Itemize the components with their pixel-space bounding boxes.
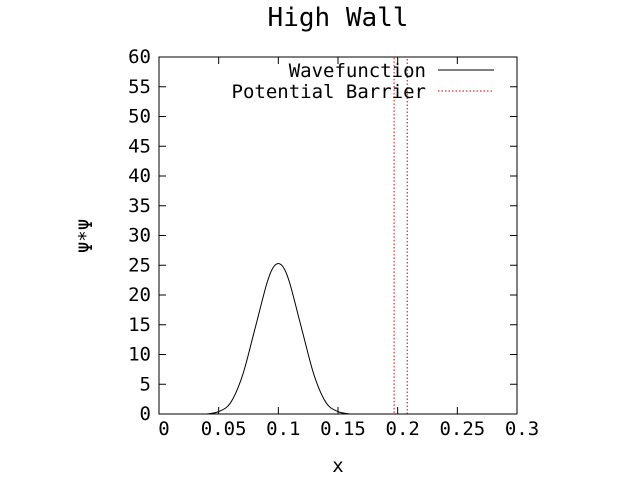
- y-tick-label: 10: [128, 344, 151, 366]
- plot-area: [206, 56, 410, 415]
- y-tick-label: 50: [128, 106, 151, 128]
- y-tick-label: 5: [140, 373, 151, 395]
- legend-label: Potential Barrier: [232, 81, 426, 103]
- x-tick-label: 0.2: [386, 418, 420, 440]
- x-tick-label: 0.05: [201, 418, 247, 440]
- y-tick-label: 55: [128, 76, 151, 98]
- y-tick-label: 25: [128, 254, 151, 276]
- y-tick-label: 0: [140, 403, 151, 425]
- y-tick-label: 60: [128, 46, 151, 68]
- x-axis-label: x: [332, 455, 343, 477]
- series-line-0: [206, 262, 351, 415]
- y-tick-label: 35: [128, 195, 151, 217]
- legend-label: Wavefunction: [289, 60, 426, 82]
- y-tick-label: 45: [128, 135, 151, 157]
- y-tick-label: 30: [128, 225, 151, 247]
- plot-frame: [158, 56, 518, 415]
- x-tick-label: 0.25: [439, 418, 485, 440]
- x-tick-label: 0.1: [266, 418, 300, 440]
- chart-title: High Wall: [268, 3, 409, 33]
- y-tick-label: 15: [128, 314, 151, 336]
- y-axis: 0 5 10 15 20 25 30 35 40 45 50 55 60: [128, 46, 517, 425]
- x-tick-label: 0.15: [320, 418, 366, 440]
- x-tick-label: 0: [158, 418, 169, 440]
- y-axis-label: Ψ*Ψ: [75, 219, 97, 253]
- y-tick-label: 20: [128, 284, 151, 306]
- x-axis: 0 0.05 0.1 0.15 0.2 0.25 0.3: [158, 57, 539, 440]
- x-tick-label: 0.3: [505, 418, 539, 440]
- y-tick-label: 40: [128, 165, 151, 187]
- series-line-1: [391, 56, 410, 415]
